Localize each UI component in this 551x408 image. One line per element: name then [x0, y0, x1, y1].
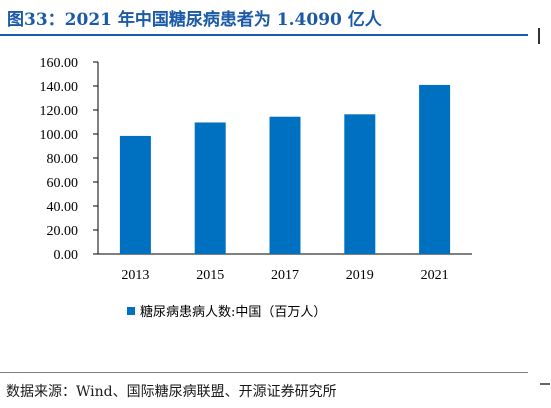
- bar-2013: [119, 135, 151, 254]
- y-tick-label: 0.00: [54, 248, 79, 263]
- chart-title: 图33：2021 年中国糖尿病患者为 1.4090 亿人: [7, 10, 382, 30]
- y-tick-label: 100.00: [40, 128, 79, 143]
- y-tick-label: 120.00: [40, 104, 79, 119]
- legend-label: 糖尿病患病人数:中国（百万人）: [140, 304, 326, 320]
- bar-2021: [419, 84, 451, 254]
- y-tick-label: 160.00: [40, 56, 79, 71]
- x-tick-label: 2017: [271, 268, 299, 283]
- adjacent-panel-edge: [538, 28, 548, 44]
- title-rule: [0, 34, 528, 36]
- x-tick-label: 2013: [121, 268, 149, 283]
- y-tick-label: 140.00: [40, 80, 79, 95]
- y-tick-label: 60.00: [47, 176, 79, 191]
- footer-rule: [0, 372, 528, 373]
- bar-2015: [194, 122, 226, 254]
- source-note: 数据来源：Wind、国际糖尿病联盟、开源证券研究所: [6, 384, 337, 400]
- bar-chart: 0.00 20.00 40.00 60.00 80.00 100.00 120.00 140.…: [40, 56, 472, 320]
- legend-swatch: [127, 307, 135, 315]
- x-axis: 2013 2015 2017 2019 2021: [98, 253, 472, 283]
- adjacent-panel-edge-bottom: [540, 383, 550, 385]
- y-tick-label: 40.00: [47, 200, 79, 215]
- legend: 糖尿病患病人数:中国（百万人）: [127, 304, 326, 320]
- x-tick-label: 2021: [421, 268, 449, 283]
- y-tick-label: 20.00: [47, 224, 79, 239]
- bar-2019: [344, 114, 376, 254]
- x-tick-label: 2019: [346, 268, 374, 283]
- y-axis: 0.00 20.00 40.00 60.00 80.00 100.00 120.00 140.…: [40, 56, 99, 263]
- bar-series: [119, 84, 451, 254]
- x-tick-label: 2015: [196, 268, 224, 283]
- y-tick-label: 80.00: [47, 152, 79, 167]
- bar-2017: [269, 116, 301, 254]
